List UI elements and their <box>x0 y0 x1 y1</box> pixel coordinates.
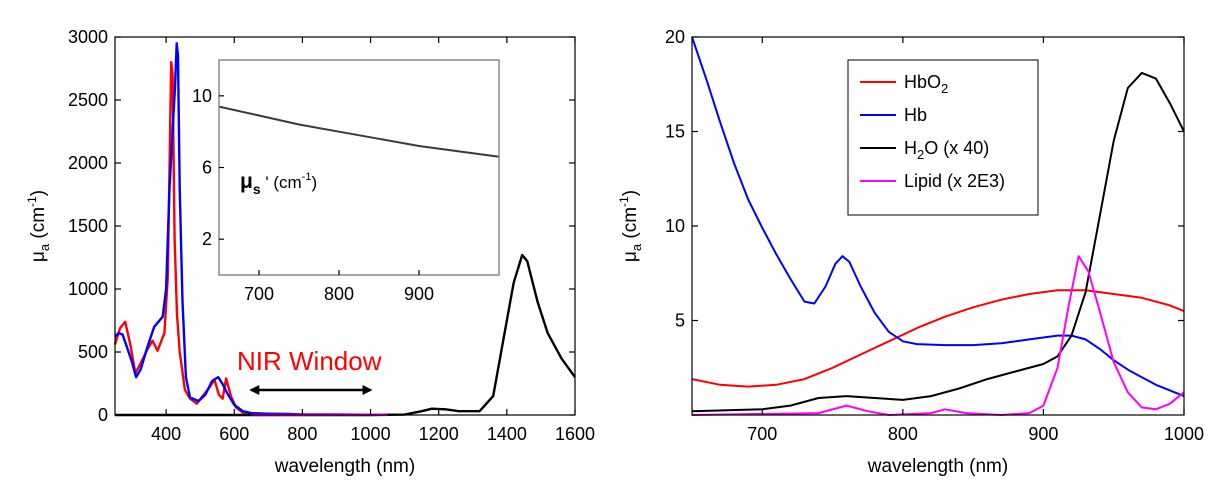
right-y-label-sup: -1 <box>617 196 631 207</box>
right-y-label-close: ) <box>620 190 641 196</box>
right-y-axis-label: μa (cm-1) <box>617 190 644 262</box>
right-x-tick-label-1: 800 <box>888 424 918 444</box>
inset-label-close: ) <box>311 173 317 192</box>
inset-x-tick-label-1: 800 <box>324 284 354 304</box>
right-x-tick-label-3: 1000 <box>1164 424 1204 444</box>
inset-x-tick-label-2: 900 <box>404 284 434 304</box>
right-y-tick-label-3: 20 <box>665 27 685 47</box>
left-y-axis-label: μa (cm-1) <box>25 190 52 262</box>
left-x-axis-label: wavelength (nm) <box>274 456 415 477</box>
inset-label-main: μ <box>240 170 253 193</box>
legend-label-main-1: Hb <box>904 105 927 125</box>
left-y-tick-label-6: 3000 <box>68 27 108 47</box>
left-y-tick-label-1: 500 <box>78 342 108 362</box>
right-y-label-unit: (cm <box>620 207 641 244</box>
legend-label-main-0: HbO <box>904 72 941 92</box>
legend-label-sub-2: 2 <box>917 147 924 162</box>
left-x-tick-label-3: 1000 <box>351 424 391 444</box>
inset-label-unit: ' (cm <box>261 173 302 192</box>
left-y-tick-label-0: 0 <box>98 405 108 425</box>
right-x-tick-label-2: 900 <box>1028 424 1058 444</box>
left-y-tick-label-2: 1000 <box>68 279 108 299</box>
inset-x-tick-label-0: 700 <box>244 284 274 304</box>
legend-label-main-3: Lipid (x 2E3) <box>904 171 1005 191</box>
legend-label-3: Lipid (x 2E3) <box>904 171 1005 191</box>
left-y-label-main: μ <box>28 251 49 262</box>
left-x-tick-label-1: 600 <box>219 424 249 444</box>
right-y-label-main: μ <box>620 251 641 262</box>
left-y-tick-label-5: 2500 <box>68 90 108 110</box>
inset-y-tick-label-2: 10 <box>192 86 212 106</box>
left-y-label-close: ) <box>28 190 49 196</box>
right-y-tick-label-2: 15 <box>665 122 685 142</box>
left-y-label-sup: -1 <box>25 196 39 207</box>
left-absorption-chart: 400 600 800 1000 1200 1400 1600 0 500 1000 1500 200… <box>25 27 595 477</box>
right-y-tick-label-0: 5 <box>675 311 685 331</box>
right-series-line-3 <box>692 256 1184 415</box>
nir-window-annotation: NIR Window <box>237 346 382 376</box>
inset-label-sup: -1 <box>302 171 312 183</box>
inset-y-tick-label-0: 2 <box>202 229 212 249</box>
right-x-tick-label-0: 700 <box>747 424 777 444</box>
left-x-tick-label-0: 400 <box>151 424 181 444</box>
left-x-tick-label-4: 1200 <box>419 424 459 444</box>
left-y-label-unit: (cm <box>28 207 49 244</box>
scattering-inset: 700 800 900 2 6 10 μs ' (cm-1) <box>192 60 499 304</box>
left-y-tick-label-4: 2000 <box>68 153 108 173</box>
left-y-tick-label-3: 1500 <box>68 216 108 236</box>
legend-label-sub-0: 2 <box>941 81 948 96</box>
inset-label-sub: s <box>253 181 261 197</box>
inset-y-tick-label-1: 6 <box>202 158 212 178</box>
left-x-tick-label-5: 1400 <box>487 424 527 444</box>
left-x-tick-label-6: 1600 <box>555 424 595 444</box>
left-x-tick-label-2: 800 <box>287 424 317 444</box>
right-series-line-0 <box>692 290 1184 386</box>
right-chromophore-chart: 700 800 900 1000 5 10 15 20 wavelength (nm) μa … <box>617 27 1204 477</box>
legend-label-main-2: H <box>904 138 917 158</box>
right-x-axis-label: wavelength (nm) <box>867 456 1008 477</box>
legend-label-rest-2: O (x 40) <box>924 138 989 158</box>
right-y-tick-label-1: 10 <box>665 216 685 236</box>
inset-background <box>219 60 499 275</box>
legend-label-1: Hb <box>904 105 927 125</box>
